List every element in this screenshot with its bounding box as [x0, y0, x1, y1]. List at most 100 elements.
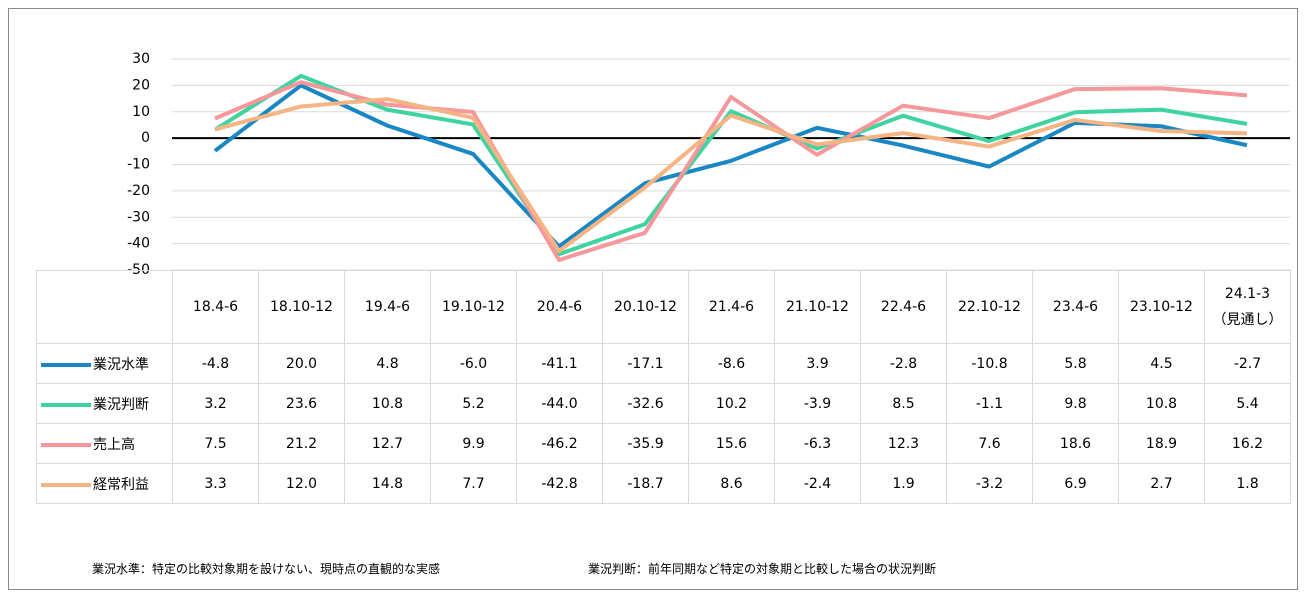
x-tick-label: 23.10-12 [1118, 270, 1205, 344]
value-cell: 9.8 [1032, 383, 1119, 424]
value-cell: 18.9 [1118, 423, 1205, 464]
y-tick-label: -10 [127, 157, 150, 173]
y-tick-label: 0 [141, 130, 150, 146]
data-row: 業況判断 3.2 23.6 10.8 5.2 -44.0 -32.6 10.2 -3.9 8.5-… [36, 383, 1291, 424]
value-cell: -3.9 [774, 383, 861, 424]
value-cell: 10.8 [1118, 383, 1205, 424]
legend-label: 業況判断 [93, 396, 149, 413]
y-tick-label: 30 [132, 51, 150, 67]
value-cell: 7.7 [430, 463, 517, 504]
x-tick-label: 19.4-6 [344, 270, 431, 344]
x-tick-label: 18.10-12 [258, 270, 345, 344]
value-cell: 3.3 [172, 463, 259, 504]
value-cell: -1.1 [946, 383, 1033, 424]
value-cell: 10.8 [344, 383, 431, 424]
x-tick-label: 21.4-6 [688, 270, 775, 344]
value-cell: 12.0 [258, 463, 345, 504]
legend-swatch [41, 402, 91, 407]
value-cell: 14.8 [344, 463, 431, 504]
value-cell: 9.9 [430, 423, 517, 464]
x-tick-label: 20.4-6 [516, 270, 603, 344]
data-row: 経常利益 3.3 12.0 14.8 7.7 -42.8 -18.7 8.6 -2.4 1.9 -3… [36, 463, 1291, 504]
value-cell: 1.9 [860, 463, 947, 504]
legend-label: 業況水準 [93, 356, 149, 373]
x-tick-label: 24.1-3 （見通し） [1204, 270, 1291, 344]
series-line [214, 80, 1248, 262]
y-tick-label: -40 [127, 236, 150, 252]
value-cell: 18.6 [1032, 423, 1119, 464]
note: 業況水準：特定の比較対象期を設けない、現時点の直観的な実感 [92, 562, 441, 576]
x-tick-label: 22.10-12 [946, 270, 1033, 344]
legend-swatch [41, 482, 91, 487]
x-tick-label: 19.10-12 [430, 270, 517, 344]
value-cell: 1.8 [1204, 463, 1291, 504]
value-cell: 4.5 [1118, 343, 1205, 384]
data-table: 18.4-6 18.10-12 19.4-6 19.10-12 20.4-6 20.10-… [36, 270, 1291, 504]
series-line [214, 97, 1248, 254]
value-cell: 7.6 [946, 423, 1033, 464]
value-cell: 15.6 [688, 423, 775, 464]
value-cell: 6.9 [1032, 463, 1119, 504]
value-cell: -8.6 [688, 343, 775, 384]
value-cell: -32.6 [602, 383, 689, 424]
value-cell: -2.4 [774, 463, 861, 504]
legend-cell: 業況水準 [36, 343, 173, 384]
value-cell: -6.0 [430, 343, 517, 384]
x-tick-label: 23.4-6 [1032, 270, 1119, 344]
y-tick-label: 20 [132, 77, 150, 93]
data-row: 業況水準 -4.8 20.0 4.8 -6.0 -41.1 -17.1 -8.6 3.9 -2.8… [36, 343, 1291, 384]
value-cell: 23.6 [258, 383, 345, 424]
legend-cell: 売上高 [36, 423, 173, 464]
legend-cell: 業況判断 [36, 383, 173, 424]
x-tick-label: 20.10-12 [602, 270, 689, 344]
x-tick-label: 18.4-6 [172, 270, 259, 344]
value-cell: 2.7 [1118, 463, 1205, 504]
x-tick-label: 21.10-12 [774, 270, 861, 344]
series-line [213, 73, 1248, 257]
value-cell: 8.6 [688, 463, 775, 504]
value-cell: -18.7 [602, 463, 689, 504]
value-cell: 5.8 [1032, 343, 1119, 384]
value-cell: -10.8 [946, 343, 1033, 384]
value-cell: 7.5 [172, 423, 259, 464]
value-cell: 21.2 [258, 423, 345, 464]
data-row: 売上高 7.5 21.2 12.7 9.9 -46.2 -35.9 15.6 -6.3 12.3 7… [36, 423, 1291, 464]
y-tick-label: 10 [132, 104, 150, 120]
value-cell: -17.1 [602, 343, 689, 384]
value-cell: -3.2 [946, 463, 1033, 504]
value-cell: -2.7 [1204, 343, 1291, 384]
value-cell: -41.1 [516, 343, 603, 384]
x-tick-label: 22.4-6 [860, 270, 947, 344]
legend-cell: 経常利益 [36, 463, 173, 504]
value-cell: 4.8 [344, 343, 431, 384]
value-cell: -46.2 [516, 423, 603, 464]
value-cell: 5.2 [430, 383, 517, 424]
value-cell: -35.9 [602, 423, 689, 464]
series-line [213, 83, 1248, 249]
value-cell: 20.0 [258, 343, 345, 384]
value-cell: -2.8 [860, 343, 947, 384]
value-cell: 10.2 [688, 383, 775, 424]
value-cell: 16.2 [1204, 423, 1291, 464]
note: 業況判断：前年同期など特定の対象期と比較した場合の状況判断 [588, 562, 937, 576]
value-cell: 12.7 [344, 423, 431, 464]
legend-label: 経常利益 [93, 476, 149, 493]
value-cell: 3.9 [774, 343, 861, 384]
header-row: 18.4-6 18.10-12 19.4-6 19.10-12 20.4-6 20.10-… [36, 270, 1291, 344]
y-tick-label: -30 [127, 209, 150, 225]
legend-swatch [41, 362, 91, 367]
value-cell: 3.2 [172, 383, 259, 424]
value-cell: -42.8 [516, 463, 603, 504]
value-cell: 8.5 [860, 383, 947, 424]
frame [8, 8, 1298, 590]
value-cell: 5.4 [1204, 383, 1291, 424]
value-cell: -44.0 [516, 383, 603, 424]
value-cell: -6.3 [774, 423, 861, 464]
value-cell: -4.8 [172, 343, 259, 384]
legend-label: 売上高 [93, 436, 135, 453]
legend-swatch [41, 442, 91, 447]
corner-cell [36, 270, 173, 344]
value-cell: 12.3 [860, 423, 947, 464]
